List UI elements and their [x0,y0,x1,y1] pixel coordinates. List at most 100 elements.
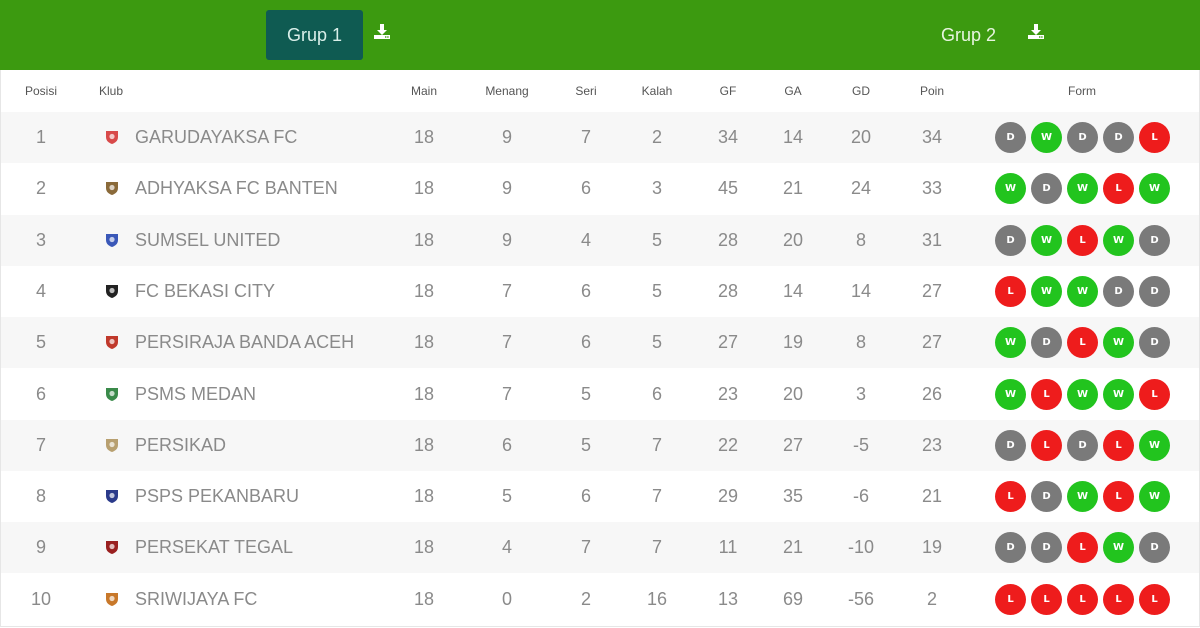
download-icon[interactable] [1027,23,1045,41]
ga-cell: 14 [782,127,804,147]
position-cell: 2 [35,178,46,199]
club-name[interactable]: PERSIRAJA BANDA ACEH [135,332,355,353]
header-posisi: Posisi [25,84,58,98]
form-badge: W [995,378,1026,410]
table-row: 9 PERSEKAT TEGAL 18 4 7 7 11 21 -10 19 D D L W D [1,522,1199,574]
form-badge: W [1139,429,1170,461]
gd-cell: -6 [852,486,869,507]
club-logo-icon [106,182,118,196]
club-logo-icon [106,490,118,504]
seri-cell: 6 [580,280,591,301]
main-cell: 18 [413,588,435,609]
poin-cell: 33 [921,178,943,199]
form-badge: L [1103,173,1134,205]
ga-cell: 20 [782,229,804,250]
club-name[interactable]: PSPS PEKANBARU [135,486,300,507]
form-badge: D [995,532,1026,564]
form-badge: L [1067,583,1098,615]
seri-cell: 7 [580,127,591,147]
seri-cell: 6 [580,486,591,507]
form-badge: L [1103,429,1134,461]
club-name[interactable]: PSMS MEDAN [135,383,257,404]
main-cell: 18 [413,383,435,404]
gf-cell: 22 [717,434,739,455]
club-logo-icon [106,438,118,452]
ga-cell: 14 [782,280,804,301]
form-badge: L [995,481,1026,513]
form-badge: L [1139,122,1170,153]
position-cell: 5 [35,332,46,353]
form-badge: L [1067,224,1098,256]
poin-cell: 31 [921,229,943,250]
kalah-cell: 7 [651,434,662,455]
form-badge: L [1067,327,1098,359]
seri-cell: 6 [580,332,591,353]
kalah-cell: 3 [651,178,662,199]
kalah-cell: 16 [646,588,668,609]
poin-cell: 34 [921,127,943,147]
main-cell: 18 [413,280,435,301]
kalah-cell: 5 [651,280,662,301]
main-cell: 18 [413,178,435,199]
seri-cell: 4 [580,229,591,250]
tab-grup-2[interactable]: Grup 2 [940,25,997,45]
club-name[interactable]: PERSIKAD [135,434,227,455]
seri-cell: 2 [580,588,591,609]
form-badge: L [995,583,1026,615]
form-badge: D [1139,275,1170,307]
club-name[interactable]: PERSEKAT TEGAL [135,537,294,558]
form-badge: L [1139,378,1170,410]
header-poin: Poin [919,84,945,98]
seri-cell: 5 [580,434,591,455]
form-badge: W [1031,122,1062,153]
poin-cell: 27 [921,332,943,353]
gf-cell: 13 [717,588,739,609]
form-badge: W [1031,224,1062,256]
form-badge: W [1067,173,1098,205]
club-name[interactable]: FC BEKASI CITY [135,280,276,301]
download-icon[interactable] [373,23,391,41]
form-badge: D [1139,532,1170,564]
position-cell: 8 [35,486,46,507]
form-badge: W [1103,378,1134,410]
form-badge: W [1031,275,1062,307]
menang-cell: 7 [501,332,512,353]
gf-cell: 34 [717,127,739,147]
form-badge: D [1031,481,1062,513]
club-logo-icon [106,131,118,144]
club-logo-icon [106,336,118,350]
header-kalah: Kalah [641,84,673,98]
seri-cell: 5 [580,383,591,404]
club-name[interactable]: GARUDAYAKSA FC [135,127,298,147]
position-cell: 7 [35,434,46,455]
form-badge: D [1031,532,1062,564]
seri-cell: 6 [580,178,591,199]
header-ga: GA [784,84,802,98]
club-name[interactable]: SRIWIJAYA FC [135,588,258,609]
position-cell: 6 [35,383,46,404]
kalah-cell: 5 [651,332,662,353]
form-badge: D [995,122,1026,153]
tab-grup-1[interactable]: Grup 1 [266,10,363,60]
club-name[interactable]: SUMSEL UNITED [135,229,281,250]
form-badge: L [1031,378,1062,410]
form-badge: L [1031,429,1062,461]
form-badge: W [1103,224,1134,256]
club-logo-icon [106,541,118,555]
position-cell: 3 [35,229,46,250]
form-badge: W [1103,532,1134,564]
form-badge: L [1031,583,1062,615]
gd-cell: 14 [850,280,872,301]
poin-cell: 21 [921,486,943,507]
poin-cell: 27 [921,280,943,301]
gf-cell: 23 [717,383,739,404]
club-name[interactable]: ADHYAKSA FC BANTEN [135,178,338,199]
form-badge: D [995,429,1026,461]
header-gf: GF [719,84,737,98]
